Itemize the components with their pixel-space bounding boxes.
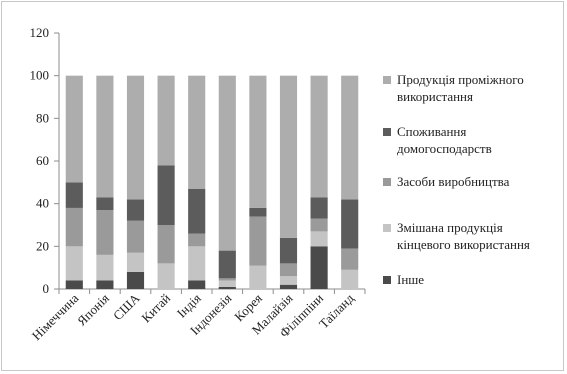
bar-segment (188, 188, 206, 234)
bar-segment (218, 250, 236, 279)
x-tick-label: Німеччина (29, 290, 82, 343)
bar-segment (157, 75, 175, 166)
bar-segment (126, 220, 145, 253)
bars (65, 75, 359, 289)
bar-segment (126, 252, 145, 272)
bar-segment (279, 237, 298, 264)
bar-segment (65, 182, 83, 208)
bar-segment (65, 280, 83, 289)
bar-segment (96, 280, 114, 289)
bar-segment (279, 263, 298, 277)
bar-segment (249, 207, 267, 217)
bar-segment (341, 248, 359, 270)
bar-segment (96, 254, 114, 281)
bar-segment (96, 75, 114, 198)
bar-segment (341, 199, 359, 249)
y-tick-label: 80 (36, 110, 49, 125)
bar-segment (96, 197, 114, 211)
y-tick-label: 40 (36, 196, 49, 211)
x-tick-label: Японія (74, 291, 112, 329)
bar-segment (218, 286, 236, 289)
bar-segment (188, 233, 206, 247)
legend-swatch (383, 224, 391, 232)
bar-segment (126, 271, 145, 289)
bar-segment (279, 284, 298, 289)
y-tick-label: 120 (30, 25, 50, 40)
y-tick-label: 60 (36, 153, 49, 168)
legend-swatch (383, 276, 391, 284)
bar-segment (65, 207, 83, 247)
y-axis: 0 20 40 60 80 100 120 (30, 25, 60, 296)
bar-segment (96, 210, 114, 255)
legend-label: Засоби виробництва (397, 174, 510, 189)
bar-segment (310, 231, 328, 247)
bar-segment (188, 280, 206, 289)
bar-segment (218, 280, 236, 287)
x-tick-label: Таїланд (316, 290, 357, 331)
bar-segment (188, 75, 206, 189)
x-tick-label: США (110, 290, 143, 323)
bar-segment (157, 165, 175, 225)
y-tick-label: 0 (43, 281, 50, 296)
bar-segment (249, 216, 267, 266)
legend-swatch (383, 178, 391, 186)
y-tick-label: 20 (36, 238, 49, 253)
bar-segment (279, 75, 298, 238)
bar-segment (310, 218, 328, 232)
bar-segment (126, 199, 145, 221)
x-tick-label: Китай (138, 290, 173, 325)
bar-segment (279, 276, 298, 285)
bar-segment (310, 75, 328, 198)
legend-swatch (383, 128, 391, 136)
bar-segment (218, 75, 236, 251)
y-tick-label: 100 (30, 68, 50, 83)
bar-segment (126, 75, 145, 200)
legend-swatch (383, 76, 391, 84)
legend: Продукція проміжного використання Споживан… (383, 72, 530, 287)
bar-segment (218, 278, 236, 281)
bar-segment (188, 246, 206, 281)
bar-segment (157, 263, 175, 289)
bar-segment (310, 197, 328, 219)
bar-segment (341, 75, 359, 200)
bar-segment (249, 265, 267, 289)
bar-segment (310, 246, 328, 289)
legend-label: Інше (397, 272, 424, 287)
bar-segment (249, 75, 267, 208)
bar-segment (157, 225, 175, 264)
legend-label: Споживання домогосподарств (397, 124, 492, 156)
bar-segment (65, 246, 83, 281)
bar-segment (65, 75, 83, 183)
legend-label: Змішана продукція кінцевого використання (397, 220, 530, 252)
legend-label: Продукція проміжного використання (397, 72, 524, 104)
bar-segment (341, 269, 359, 289)
